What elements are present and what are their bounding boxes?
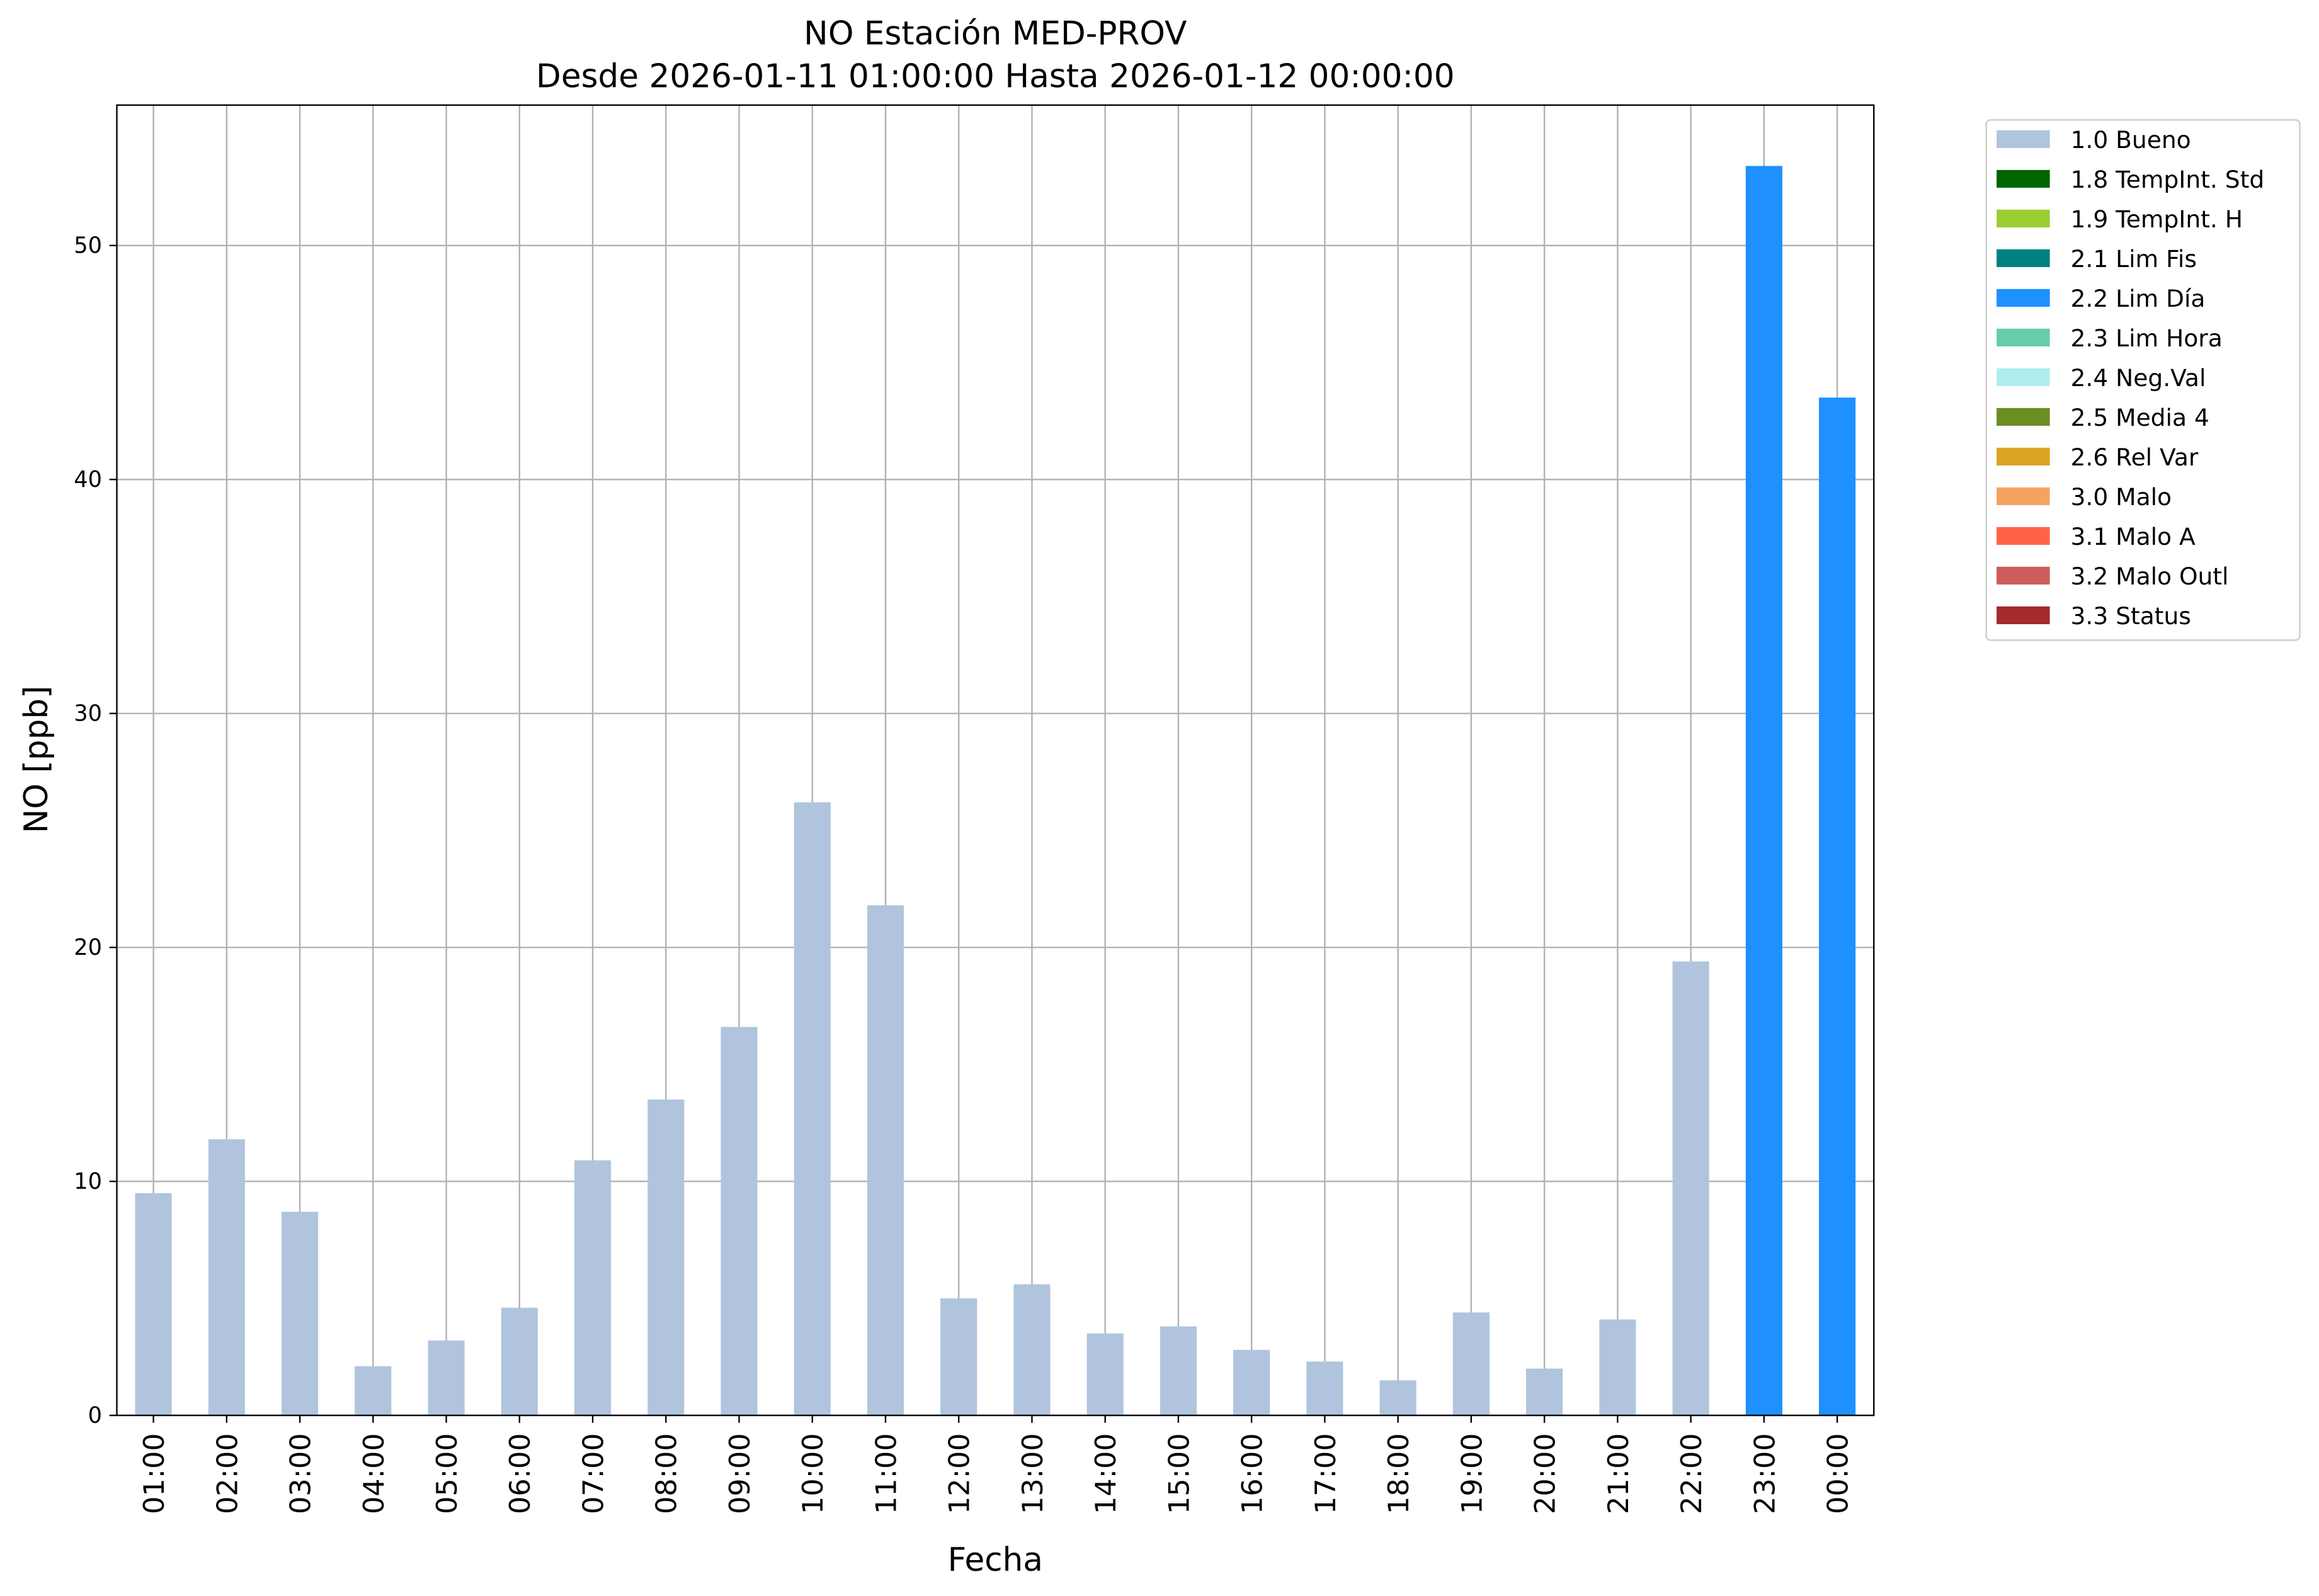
legend-label: 1.9 TempInt. H <box>2071 205 2243 233</box>
legend-swatch <box>1997 288 2050 307</box>
x-tick-label: 03:00 <box>285 1433 317 1514</box>
bar <box>1086 1333 1124 1416</box>
x-tick-label: 06:00 <box>504 1433 537 1514</box>
bar <box>1672 961 1709 1416</box>
legend-label: 1.0 Bueno <box>2071 126 2191 154</box>
legend-swatch <box>1997 130 2050 149</box>
x-tick-label: 07:00 <box>578 1433 610 1514</box>
x-axis-label: Fecha <box>948 1541 1043 1579</box>
bars <box>135 166 1856 1416</box>
bar <box>428 1340 465 1416</box>
bar <box>867 905 904 1416</box>
x-tick-label: 04:00 <box>358 1433 390 1514</box>
x-tick-label: 00:00 <box>1822 1433 1855 1514</box>
x-tick-label: 09:00 <box>724 1433 756 1514</box>
grid <box>117 105 1874 1416</box>
legend-swatch <box>1997 368 2050 387</box>
plot-frame <box>116 104 1875 1416</box>
bar <box>1819 397 1856 1416</box>
bar <box>208 1139 245 1416</box>
bar <box>1745 166 1782 1416</box>
legend-swatch <box>1997 606 2050 625</box>
x-tick-label: 12:00 <box>943 1433 976 1514</box>
x-tick-label: 15:00 <box>1163 1433 1195 1514</box>
legend-swatch <box>1997 527 2050 545</box>
legend-label: 2.2 Lim Día <box>2071 285 2206 312</box>
legend-box <box>1985 119 2301 641</box>
y-tick-label: 30 <box>74 700 102 726</box>
legend-swatch <box>1997 408 2050 426</box>
legend-label: 2.4 Neg.Val <box>2071 364 2206 392</box>
x-tick-label: 10:00 <box>797 1433 829 1514</box>
bar <box>1526 1368 1563 1416</box>
bar <box>1233 1350 1270 1416</box>
x-tick-label: 17:00 <box>1309 1433 1342 1514</box>
bar <box>1306 1361 1343 1416</box>
bar <box>1379 1380 1416 1416</box>
bar <box>940 1298 977 1416</box>
x-tick-label: 13:00 <box>1017 1433 1049 1514</box>
y-tick-label: 0 <box>88 1403 102 1428</box>
x-tick-label: 16:00 <box>1236 1433 1269 1514</box>
legend-label: 3.3 Status <box>2071 602 2191 630</box>
bar <box>647 1099 685 1416</box>
x-tick-label: 08:00 <box>651 1433 683 1514</box>
x-tick-label: 20:00 <box>1529 1433 1562 1514</box>
x-tick-label: 02:00 <box>211 1433 244 1514</box>
legend-label: 1.8 TempInt. Std <box>2071 166 2265 193</box>
bar <box>1013 1284 1051 1416</box>
y-tick-label: 50 <box>74 233 102 259</box>
y-tick-label: 40 <box>74 467 102 493</box>
bar <box>282 1212 319 1416</box>
x-tick-label: 23:00 <box>1748 1433 1781 1514</box>
x-tick-label: 22:00 <box>1675 1433 1708 1514</box>
legend-swatch <box>1997 447 2050 466</box>
x-tick-label: 11:00 <box>870 1433 903 1514</box>
y-tick-label: 10 <box>74 1168 102 1194</box>
legend-label: 2.5 Media 4 <box>2071 404 2209 431</box>
x-tick-label: 21:00 <box>1602 1433 1635 1514</box>
bar <box>501 1308 538 1416</box>
x-tick-label: 01:00 <box>138 1433 171 1514</box>
bar <box>1160 1326 1197 1416</box>
bar <box>1452 1312 1490 1416</box>
bar <box>355 1366 392 1416</box>
legend-swatch <box>1997 566 2050 585</box>
legend-swatch <box>1997 328 2050 347</box>
legend-label: 3.2 Malo Outl <box>2071 562 2229 590</box>
x-tick-label: 14:00 <box>1090 1433 1122 1514</box>
legend-label: 3.1 Malo A <box>2071 523 2196 550</box>
legend-label: 3.0 Malo <box>2071 483 2172 511</box>
legend-swatch <box>1997 209 2050 228</box>
bar <box>794 802 831 1416</box>
bar <box>1599 1319 1636 1416</box>
bar <box>574 1160 612 1416</box>
x-tick-label: 05:00 <box>431 1433 464 1514</box>
y-axis-label: NO [ppb] <box>18 686 55 834</box>
y-tick-label: 20 <box>74 935 102 960</box>
bar <box>721 1027 758 1416</box>
chart-title: NO Estación MED-PROV <box>804 14 1187 52</box>
bar <box>135 1193 172 1416</box>
legend-swatch <box>1997 249 2050 268</box>
legend-label: 2.3 Lim Hora <box>2071 324 2223 352</box>
legend-label: 2.1 Lim Fis <box>2071 245 2197 273</box>
legend-swatch <box>1997 169 2050 188</box>
legend-swatch <box>1997 487 2050 506</box>
chart-subtitle: Desde 2026-01-11 01:00:00 Hasta 2026-01-… <box>536 58 1455 96</box>
x-tick-label: 18:00 <box>1382 1433 1415 1514</box>
legend-label: 2.6 Rel Var <box>2071 443 2199 471</box>
x-tick-label: 19:00 <box>1456 1433 1488 1514</box>
